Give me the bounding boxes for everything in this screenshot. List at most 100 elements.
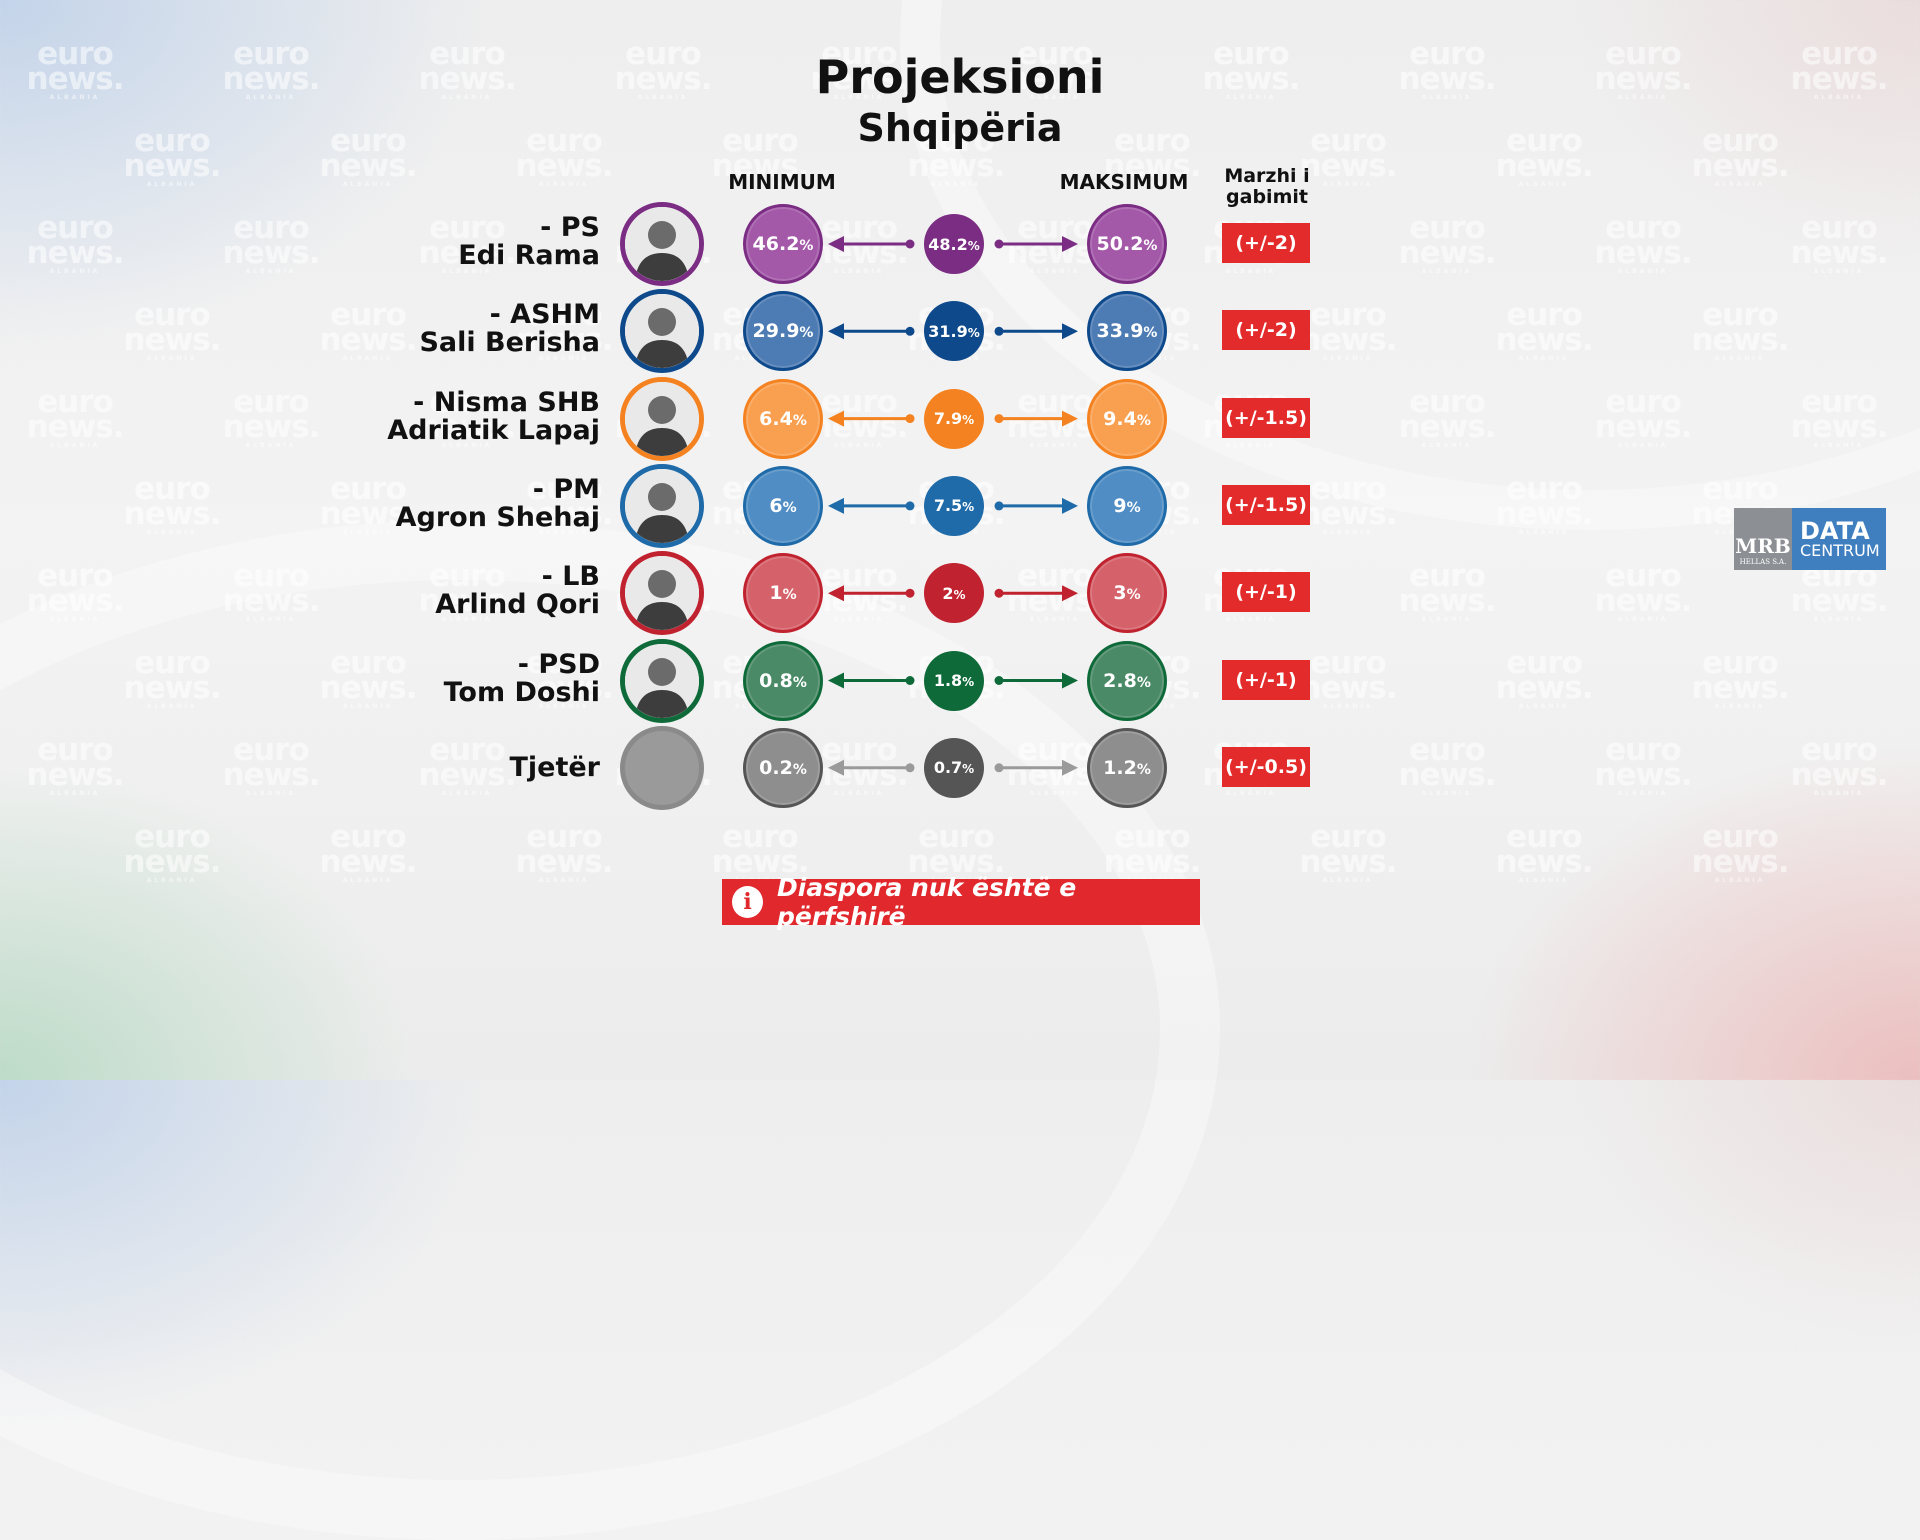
max-value: 9% [1087,465,1167,546]
mid-value: 7.5% [924,475,984,536]
leader-avatar [620,202,704,286]
watermark-line: ALBANIA [1714,702,1766,710]
watermark-line: ALBANIA [833,789,885,797]
watermark-line: euro [1801,210,1878,246]
watermark-line: ALBANIA [1225,441,1277,449]
person-icon [625,294,699,369]
watermark-line: ALBANIA [1813,789,1865,797]
watermark-line: euro [1702,471,1779,507]
watermark-line: euro [1310,645,1387,681]
watermark-line: euro [821,732,898,768]
watermark-line: ALBANIA [1029,441,1081,449]
chart-subtitle: Shqipëria [857,106,1063,150]
watermark-line: euro [134,471,211,507]
watermark-line: news. [1790,757,1889,794]
watermark-line: news. [123,148,222,185]
watermark-line: ALBANIA [342,702,394,710]
watermark-line: news. [1495,496,1594,533]
watermark-line: ALBANIA [1322,528,1374,536]
watermark-line: news. [1790,409,1889,446]
info-icon: i [732,886,764,918]
watermark-line: news. [319,670,418,707]
watermark-line: ALBANIA [1225,615,1277,623]
watermark-line: news. [319,844,418,881]
watermark-line: news. [418,757,517,794]
watermark-line: news. [319,322,418,359]
watermark-line: ALBANIA [49,441,101,449]
leader-avatar [620,289,704,374]
watermark-line: news. [1398,583,1497,620]
margin-badge: (+/-2) [1222,223,1310,263]
max-value: 50.2% [1087,204,1167,284]
watermark-line: ALBANIA [833,615,885,623]
person-icon [625,381,699,456]
watermark-line: news. [123,670,222,707]
watermark-line: euro [37,210,114,246]
note-banner: i Diaspora nuk është e përfshirë [722,873,1200,931]
watermark-line: ALBANIA [1714,876,1766,884]
arrow-to-max [994,672,1078,689]
watermark-line: euro [1506,471,1583,507]
arrow-to-max [994,323,1078,340]
watermark-line: ALBANIA [1813,441,1865,449]
watermark-line: euro [1702,819,1779,855]
watermark-line: ALBANIA [146,528,198,536]
watermark-line: ALBANIA [1518,180,1570,188]
watermark-line: ALBANIA [342,180,394,188]
watermark-line: ALBANIA [1421,789,1473,797]
mrb-logo-subtext: HELLAS S.A. [1739,558,1787,566]
watermark-line: euro [37,558,114,594]
mid-value: 2% [924,563,984,624]
mrb-datacentrum-logo: MRB HELLAS S.A. DATA CENTRUM [1734,508,1886,570]
watermark-line: euro [1017,732,1094,768]
watermark-line: euro [233,558,310,594]
mid-value: 7.9% [924,388,984,449]
party-label: - LB Arlind Qori [435,563,600,619]
watermark-line: news. [1594,409,1693,446]
watermark-line: news. [1495,670,1594,707]
watermark-line: news. [1495,844,1594,881]
party-label: - ASHM Sali Berisha [419,301,600,357]
margin-badge: (+/-1) [1222,572,1310,613]
arrow-to-max [994,410,1078,427]
leader-avatar [620,638,704,723]
watermark-line: ALBANIA [1322,180,1374,188]
leader-name: Tom Doshi [443,676,600,708]
watermark-line: ALBANIA [146,876,198,884]
leader-name: Tjetër [509,751,600,783]
leader-name: Edi Rama [458,240,600,271]
watermark-line: ALBANIA [538,180,590,188]
watermark-line: euro [821,558,898,594]
watermark-line: euro [1605,558,1682,594]
watermark-line: news. [1495,148,1594,185]
watermark-line: news. [1398,409,1497,446]
party-label: Tjetër [509,751,600,783]
watermark-line: news. [1495,322,1594,359]
watermark-line: news. [222,757,321,794]
watermark-line: euro [330,471,407,507]
person-icon [625,207,699,281]
watermark-line: news. [1398,757,1497,794]
watermark-line: ALBANIA [245,441,297,449]
watermark-line: ALBANIA [245,789,297,797]
leader-name: Adriatik Lapaj [387,414,600,446]
watermark-line: euro [37,732,114,768]
party-label: - PSD Tom Doshi [443,650,600,708]
mid-value: 1.8% [924,650,984,711]
party-label: - PM Agron Shehaj [396,475,600,532]
